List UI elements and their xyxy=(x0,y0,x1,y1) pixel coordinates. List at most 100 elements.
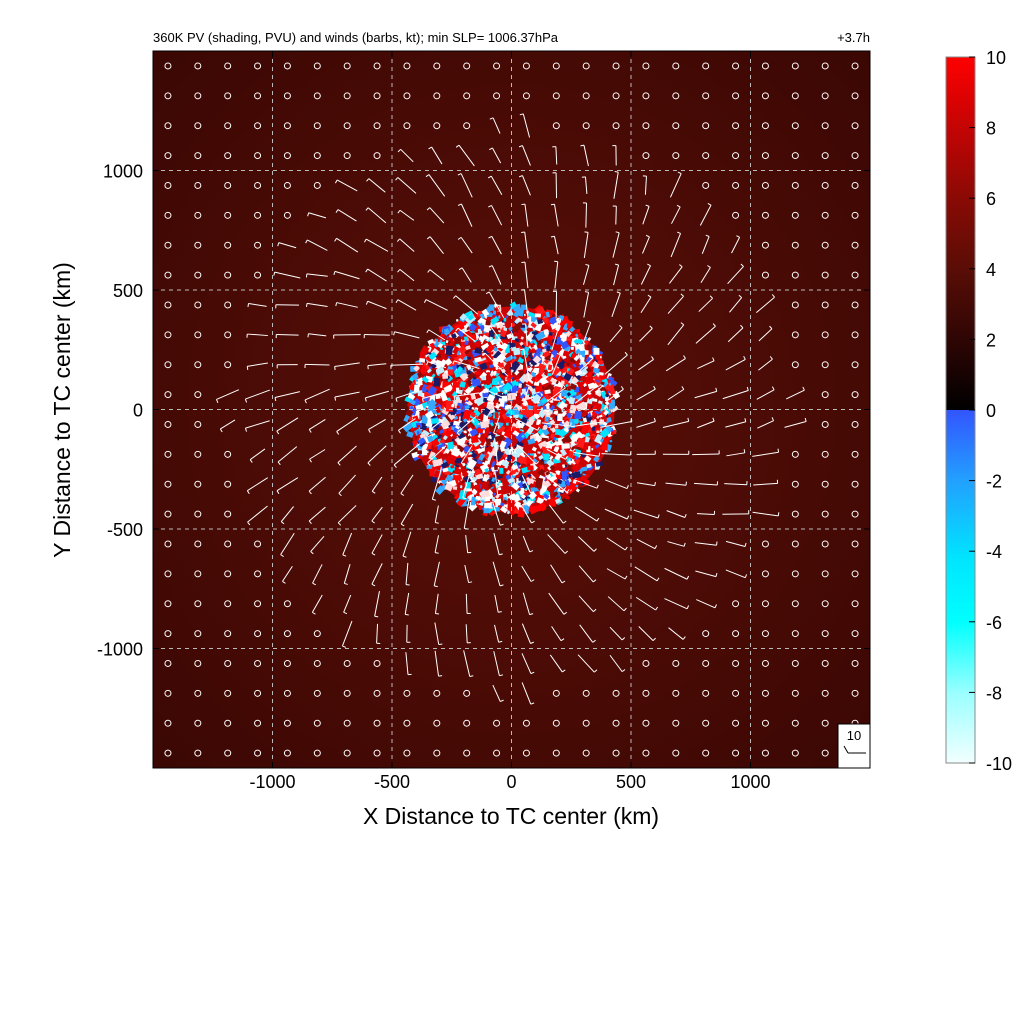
pv-speckle xyxy=(506,376,513,383)
calm-wind-marker xyxy=(433,62,441,70)
pv-speckle xyxy=(489,472,493,477)
wind-barb xyxy=(727,266,744,285)
pv-speckle xyxy=(601,442,608,451)
pv-speckle xyxy=(462,428,466,431)
pv-speckle xyxy=(576,437,586,449)
wind-barb-feather xyxy=(529,613,534,616)
calm-wind-marker xyxy=(612,62,620,70)
pv-speckle xyxy=(608,392,612,396)
wind-barb-feather xyxy=(563,520,567,524)
pv-speckle xyxy=(542,428,550,436)
wind-barb-feather xyxy=(656,577,660,582)
calm-wind-marker xyxy=(851,92,859,100)
pv-speckle xyxy=(574,348,581,355)
wind-barb xyxy=(336,237,359,253)
wind-barb-feather xyxy=(615,231,620,234)
calm-wind-marker xyxy=(164,450,172,458)
pv-speckle xyxy=(504,347,510,353)
calm-wind-marker xyxy=(612,122,620,130)
calm-wind-marker xyxy=(313,152,321,160)
calm-wind-marker xyxy=(791,719,799,727)
wind-barb-feather xyxy=(244,398,248,403)
pv-speckle xyxy=(533,344,538,350)
wind-barb-feather xyxy=(561,580,566,584)
pv-speckle xyxy=(552,491,559,498)
pv-speckle xyxy=(552,482,558,488)
calm-wind-marker xyxy=(732,92,740,100)
wind-barb xyxy=(635,596,656,611)
calm-wind-marker xyxy=(761,62,769,70)
calm-wind-marker xyxy=(761,211,769,219)
pv-speckle xyxy=(580,357,585,363)
calm-wind-marker xyxy=(821,331,829,339)
wind-barb-feather xyxy=(560,638,565,642)
calm-wind-marker xyxy=(672,92,680,100)
pv-speckle xyxy=(491,477,496,483)
wind-barb-feather xyxy=(680,322,685,326)
wind-barb-feather xyxy=(273,272,276,276)
calm-wind-marker xyxy=(164,211,172,219)
wind-barb xyxy=(490,175,503,195)
wind-barb-feather xyxy=(421,398,424,403)
pv-speckle xyxy=(594,389,600,395)
pv-speckle xyxy=(512,347,521,356)
wind-barb xyxy=(371,506,383,522)
pv-speckle xyxy=(475,495,481,501)
pv-speckle xyxy=(526,384,529,388)
wind-barb-feather xyxy=(432,498,436,501)
pv-speckle xyxy=(417,390,423,397)
calm-wind-marker xyxy=(732,211,740,219)
calm-wind-marker xyxy=(283,689,291,697)
pv-speckle xyxy=(556,470,561,476)
wind-barb-feather xyxy=(621,637,626,641)
pv-speckle xyxy=(515,431,527,443)
wind-barb-feather xyxy=(630,417,633,422)
pv-speckle xyxy=(561,471,568,480)
wind-barb-feather xyxy=(771,386,775,391)
calm-wind-marker xyxy=(821,181,829,189)
pv-speckle xyxy=(570,346,575,351)
wind-barb-feather xyxy=(306,303,308,307)
pv-speckle xyxy=(444,448,451,454)
pv-speckle xyxy=(498,386,504,392)
pv-speckle xyxy=(413,365,420,372)
calm-wind-marker xyxy=(761,689,769,697)
calm-wind-marker xyxy=(851,301,859,309)
wind-barb-feather xyxy=(744,542,747,547)
pv-speckle xyxy=(590,435,595,439)
wind-barb-feather xyxy=(468,581,473,584)
pv-speckle xyxy=(587,337,592,342)
pv-speckle xyxy=(540,342,546,347)
wind-barb-feather xyxy=(686,605,690,609)
wind-barb-feather xyxy=(712,357,715,362)
pv-speckle xyxy=(575,488,581,493)
calm-wind-marker xyxy=(164,271,172,279)
pv-speckle xyxy=(587,405,590,408)
pv-speckle xyxy=(574,458,581,465)
wind-barb xyxy=(282,565,293,582)
pv-speckle xyxy=(445,339,449,344)
wind-barb-feather xyxy=(655,606,659,611)
wind-barb-feather xyxy=(679,264,683,268)
calm-wind-marker xyxy=(732,659,740,667)
pv-speckle xyxy=(470,393,477,400)
pv-speckle xyxy=(506,510,511,515)
wind-barb xyxy=(636,482,655,487)
wind-barb xyxy=(245,420,270,429)
colorbar-positive xyxy=(946,57,975,410)
pv-speckle xyxy=(528,491,537,500)
pv-speckle xyxy=(553,446,560,453)
pv-speckle xyxy=(595,399,598,402)
pv-speckle xyxy=(560,340,570,350)
pv-speckle xyxy=(609,378,618,387)
pv-speckle xyxy=(536,437,542,443)
wind-barb xyxy=(465,624,468,643)
calm-wind-marker xyxy=(313,719,321,727)
wind-barb xyxy=(551,626,562,641)
wind-barb xyxy=(400,503,414,525)
pv-speckle xyxy=(586,390,592,396)
wind-barb xyxy=(277,446,298,463)
wind-barb xyxy=(611,292,621,317)
wind-barb xyxy=(343,564,351,584)
calm-wind-marker xyxy=(373,122,381,130)
